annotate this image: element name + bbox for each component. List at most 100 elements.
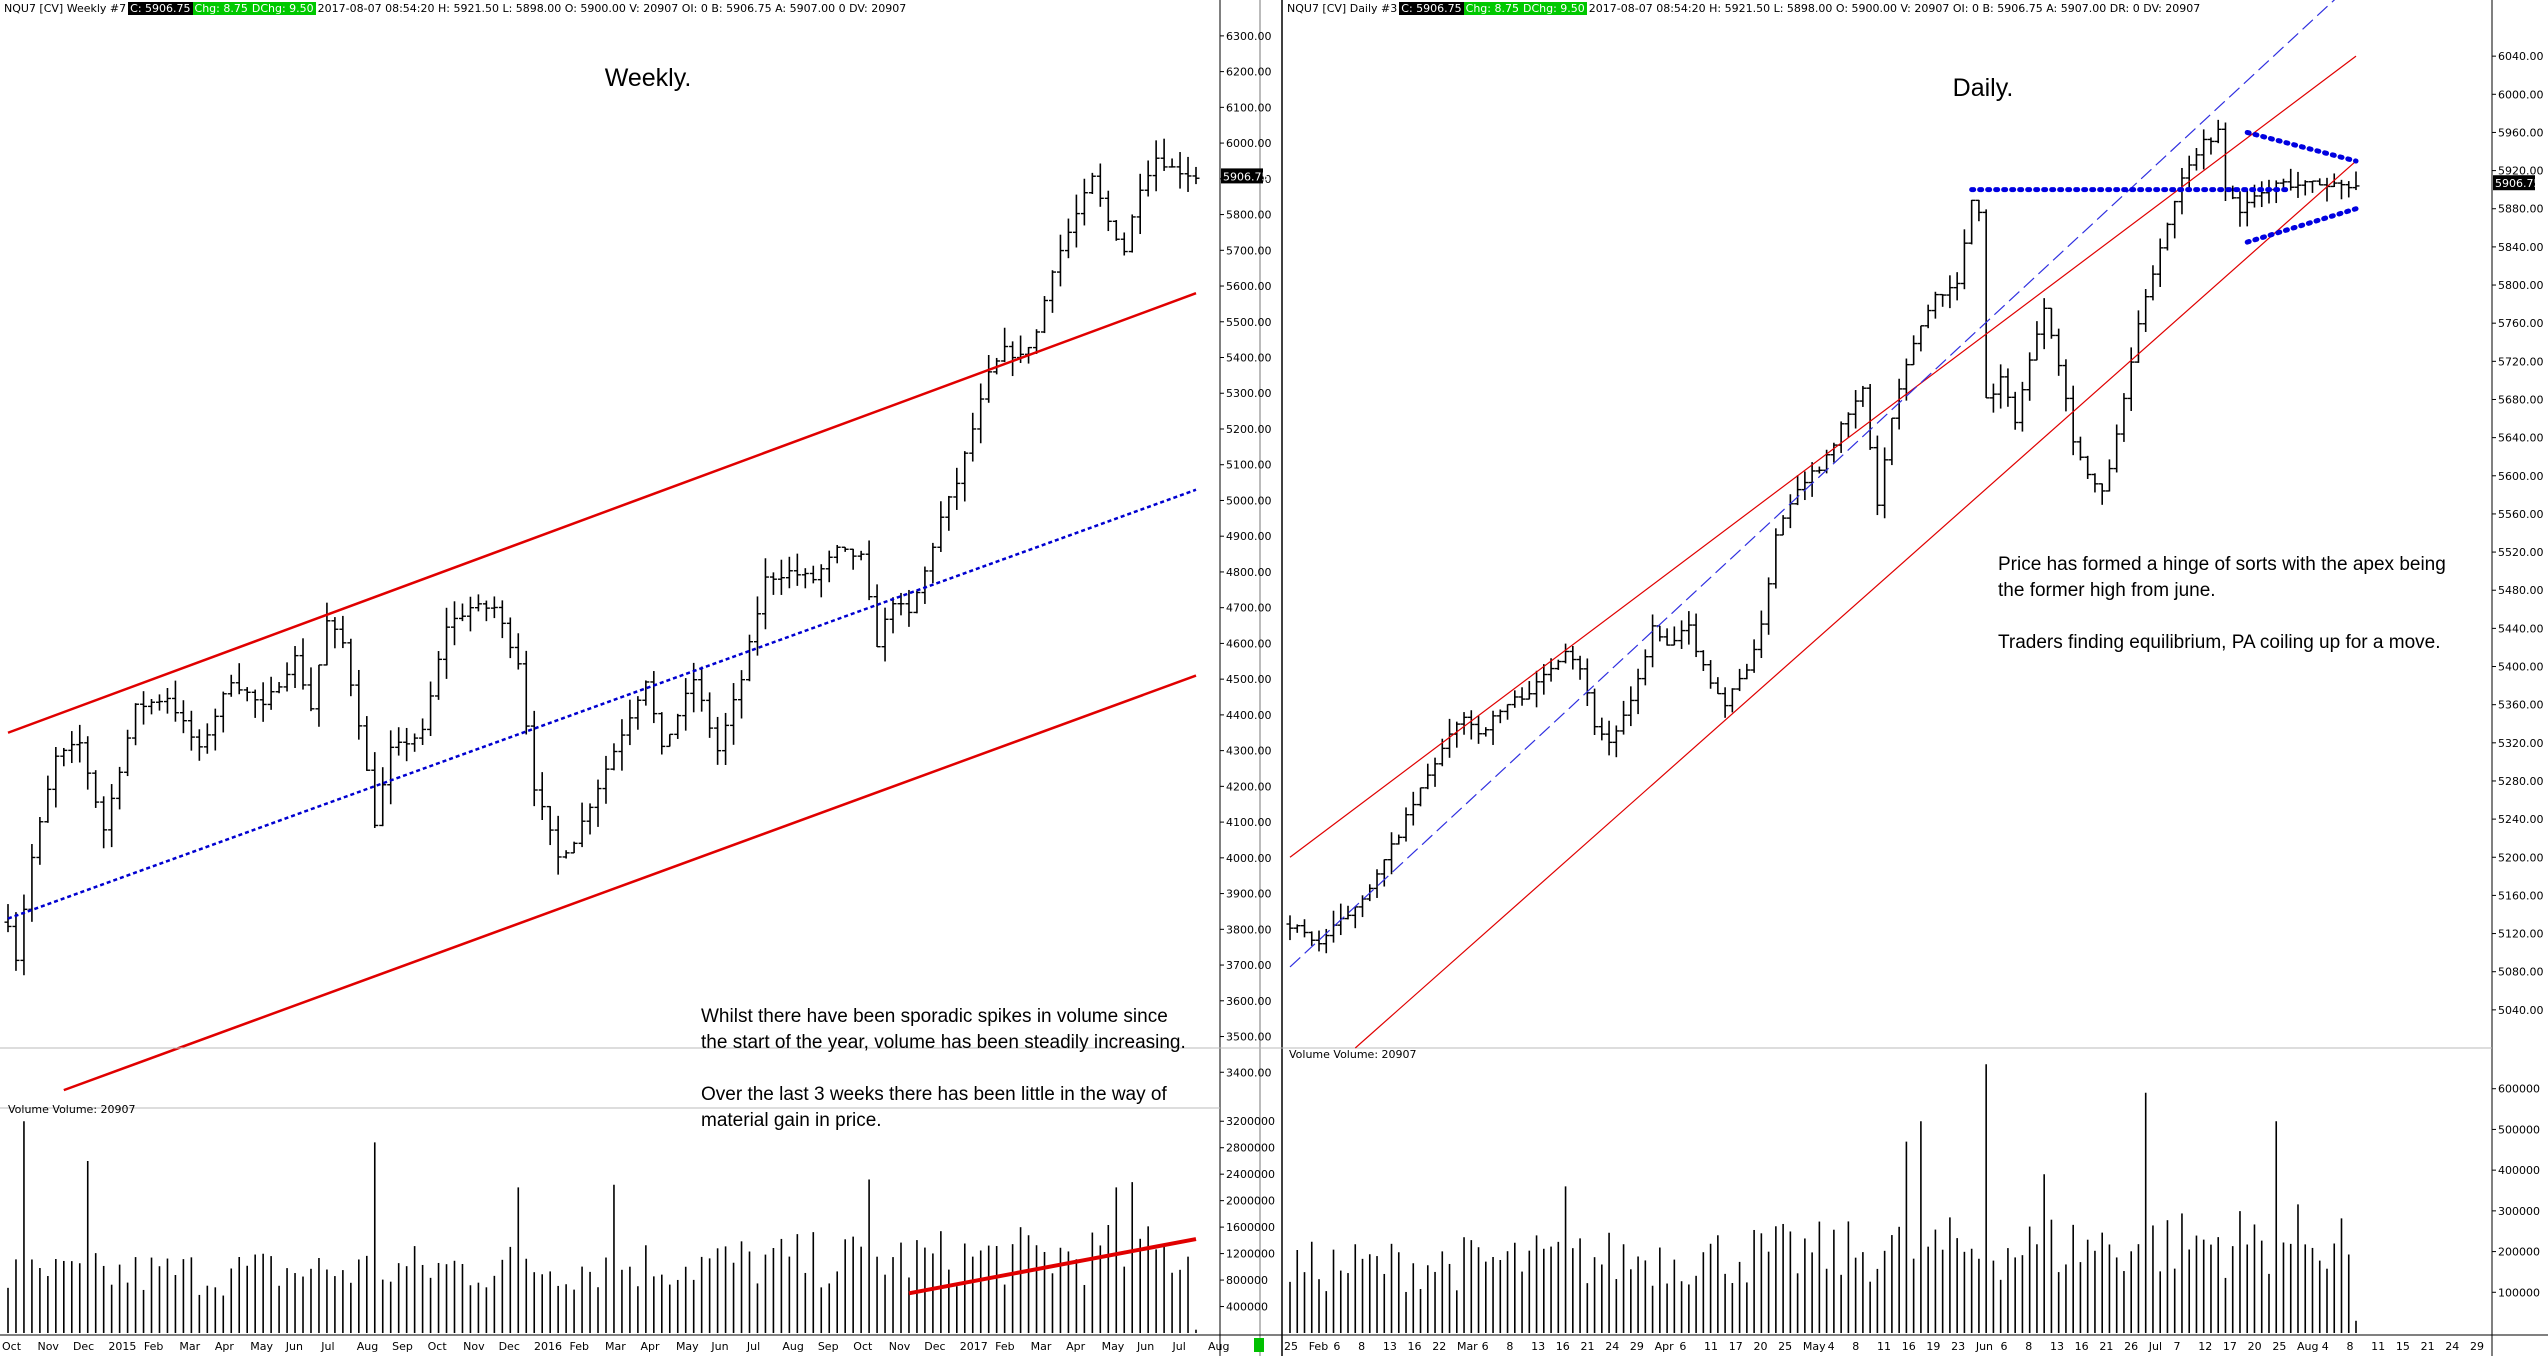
weekly-price-tick: 6200.00 [1226,66,1272,79]
weekly-price-tick: 4200.00 [1226,780,1272,793]
daily-date-label: 7 [2174,1340,2181,1353]
daily-price-tick: 6000.00 [2498,88,2544,101]
daily-date-label: Aug [2297,1340,2318,1353]
daily-date-label: 15 [2396,1340,2410,1353]
weekly-date-label: Oct [428,1340,448,1353]
weekly-symbol: NQU7 [CV] Weekly #7 [4,2,127,15]
daily-price-tick: 5640.00 [2498,432,2544,445]
daily-price-tick: 5080.00 [2498,966,2544,979]
weekly-date-label: Sep [392,1340,413,1353]
daily-last-price: 5906.75 [2495,177,2541,190]
weekly-date-label: Dec [73,1340,94,1353]
weekly-date-label: Mar [1031,1340,1052,1353]
daily-date-label: 21 [1581,1340,1595,1353]
daily-date-label: 25 [2272,1340,2286,1353]
daily-date-label: May [1803,1340,1826,1353]
daily-price-tick: 6040.00 [2498,50,2544,63]
weekly-volume-tick: 1200000 [1226,1248,1275,1261]
daily-date-label: 23 [1951,1340,1965,1353]
weekly-change: Chg: 8.75 [192,2,250,15]
daily-date-label: Jul [2148,1340,2162,1353]
daily-date-label: 29 [2470,1340,2484,1353]
weekly-price-tick: 3600.00 [1226,995,1272,1008]
daily-date-label: 6 [1333,1340,1340,1353]
weekly-price-tick: 3900.00 [1226,888,1272,901]
daily-date-label: 6 [1482,1340,1489,1353]
weekly-volume-tick: 1600000 [1226,1221,1275,1234]
weekly-note-line: Over the last 3 weeks there has been lit… [701,1084,1167,1105]
daily-date-label: 24 [2445,1340,2459,1353]
daily-channel-middle [1289,0,2336,968]
daily-date-label: 11 [2371,1340,2385,1353]
weekly-date-label: Nov [889,1340,911,1353]
daily-header: NQU7 [CV] Daily #3 C: 5906.75 Chg: 8.75 DCh… [1285,0,2490,18]
weekly-channel-middle [7,488,1197,920]
daily-date-label: 26 [2124,1340,2138,1353]
daily-date-label: Feb [1309,1340,1328,1353]
weekly-annotation: Whilst there have been sporadic spikes i… [701,1006,1186,1131]
weekly-date-label: Mar [179,1340,200,1353]
daily-date-label: 13 [1531,1340,1545,1353]
weekly-date-label: Jul [320,1340,334,1353]
daily-price-tick: 5880.00 [2498,203,2544,216]
daily-price-tick: 5720.00 [2498,355,2544,368]
daily-price-tick: 5600.00 [2498,470,2544,483]
daily-date-label: Apr [1655,1340,1675,1353]
weekly-date-label: Jul [746,1340,760,1353]
daily-volume-tick: 600000 [2498,1083,2540,1096]
weekly-date-label: May [250,1340,273,1353]
daily-date-label: 8 [1852,1340,1859,1353]
daily-date-label: 25 [1778,1340,1792,1353]
weekly-date-label: Aug [1208,1340,1229,1353]
scroll-indicator[interactable] [1254,1338,1264,1352]
weekly-info: 2017-08-07 08:54:20 H: 5921.50 L: 5898.0… [317,2,907,15]
weekly-price-tick: 5800.00 [1226,209,1272,222]
weekly-price-tick: 4000.00 [1226,852,1272,865]
weekly-date-label: Jun [285,1340,303,1353]
weekly-price-tick: 3400.00 [1226,1066,1272,1079]
weekly-price-tick: 4500.00 [1226,673,1272,686]
daily-date-label: 16 [1556,1340,1570,1353]
weekly-date-label: Apr [215,1340,235,1353]
weekly-volume-trendline [908,1237,1197,1296]
weekly-date-label: Oct [2,1340,22,1353]
weekly-date-label: Jul [1172,1340,1186,1353]
weekly-date-label: 2017 [960,1340,988,1353]
daily-date-label: 12 [2198,1340,2212,1353]
weekly-header: NQU7 [CV] Weekly #7 C: 5906.75 Chg: 8.75 DC… [2,0,1218,18]
weekly-price-tick: 6300.00 [1226,30,1272,43]
daily-date-label: 16 [1902,1340,1916,1353]
daily-title: Daily. [1953,74,2014,102]
weekly-price-tick: 4300.00 [1226,745,1272,758]
daily-volume-tick: 400000 [2498,1164,2540,1177]
daily-price-tick: 5320.00 [2498,737,2544,750]
weekly-price-tick: 6000.00 [1226,137,1272,150]
daily-channel-lower [1354,160,2357,1049]
daily-date-label: 4 [2322,1340,2329,1353]
daily-date-label: 17 [1729,1340,1743,1353]
weekly-date-label: May [1102,1340,1125,1353]
daily-price-tick: 5120.00 [2498,928,2544,941]
weekly-date-label: Mar [605,1340,626,1353]
daily-date-label: 11 [1877,1340,1891,1353]
weekly-price-tick: 5100.00 [1226,459,1272,472]
daily-info: 2017-08-07 08:54:20 H: 5921.50 L: 5898.0… [1588,2,2201,15]
weekly-date-label: Feb [995,1340,1014,1353]
daily-date-label: 13 [1383,1340,1397,1353]
daily-date-label: 8 [1358,1340,1365,1353]
daily-volume-tick: 300000 [2498,1205,2540,1218]
daily-date-label: 21 [2099,1340,2113,1353]
daily-price-tick: 5360.00 [2498,699,2544,712]
daily-date-label: 20 [1753,1340,1767,1353]
daily-date-label: 16 [1408,1340,1422,1353]
daily-date-label: 20 [2248,1340,2262,1353]
weekly-date-label: Apr [1066,1340,1086,1353]
weekly-price-tick: 3500.00 [1226,1031,1272,1044]
daily-date-label: Jun [1975,1340,1993,1353]
weekly-date-label: Jun [1136,1340,1154,1353]
daily-symbol: NQU7 [CV] Daily #3 [1287,2,1398,15]
daily-date-label: 29 [1630,1340,1644,1353]
weekly-price-tick: 5600.00 [1226,280,1272,293]
daily-date-label: 4 [1828,1340,1835,1353]
